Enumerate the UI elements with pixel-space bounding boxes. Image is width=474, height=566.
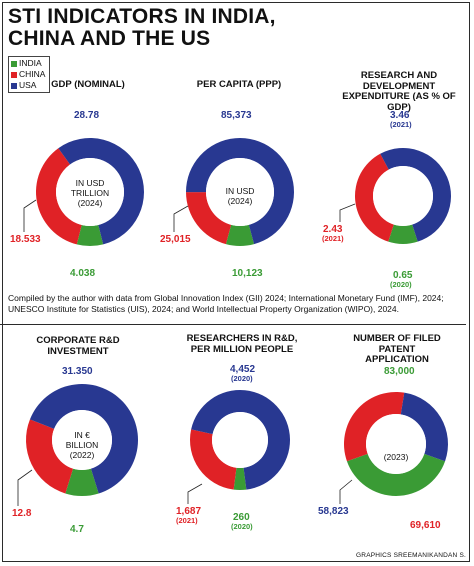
value-label-gdp-india: 4.038 <box>70 268 96 279</box>
value-label-pc-china: 25,015 <box>160 234 191 245</box>
page-title: STI INDICATORS IN INDIA, CHINA AND THE U… <box>8 6 276 50</box>
graphics-credit: GRAPHICS SREEMANIKANDAN S. <box>356 552 466 559</box>
center-text-patents: (2023) <box>366 452 426 462</box>
donut-slice-patents-india <box>346 453 446 497</box>
value-label-corp-china: 12.8 <box>12 508 32 519</box>
donut-slice-corporate-rd-usa <box>29 383 139 494</box>
donut-slice-rd-expenditure-india <box>388 224 418 244</box>
center-gdp-line-2: TRILLION <box>70 188 110 198</box>
legend-swatch-india <box>11 60 17 67</box>
donut-hole-gdp <box>56 158 124 226</box>
value-label-res-india: 260 <box>233 512 250 523</box>
donut-slice-gdp-china <box>36 148 82 245</box>
chart-title-patents-text: NUMBER OF FILED PATENT APPLICATION <box>353 333 441 365</box>
chart-title-per-capita: PER CAPITA (PPP) <box>196 79 282 91</box>
legend-label-china: CHINA <box>19 69 46 79</box>
center-text-per-capita: IN USD (2024) <box>210 186 270 206</box>
value-label-corp-usa: 31.350 <box>62 366 93 377</box>
value-label-pc-india: 10,123 <box>232 268 263 279</box>
value-label-pat-china: 69,610 <box>410 520 441 531</box>
chart-title-corporate-rd: CORPORATE R&D INVESTMENT <box>35 335 121 357</box>
donut-slice-per-capita-china <box>186 192 232 245</box>
donut-slice-rd-expenditure-china <box>355 153 394 242</box>
legend-label-usa: USA <box>19 80 37 90</box>
value-label-res-china-year: (2021) <box>176 516 198 525</box>
value-label-res-usa: 4,452 <box>230 364 256 375</box>
donut-slice-researchers-china <box>190 429 237 490</box>
center-pat-line-1: (2023) <box>383 452 409 462</box>
center-text-corporate: IN € BILLION (2022) <box>52 430 112 460</box>
leader-line-patents <box>339 479 353 504</box>
center-pc-line-2: (2024) <box>227 196 253 206</box>
donut-slice-per-capita-india <box>225 224 255 246</box>
donut-hole-per-capita <box>206 158 274 226</box>
center-corp-line-3: (2022) <box>69 450 95 460</box>
donut-hole-patents <box>366 414 426 474</box>
value-label-rd-india-year: (2020) <box>390 280 412 289</box>
donut-slice-corporate-rd-india <box>65 468 99 496</box>
source-note: Compiled by the author with data from Gl… <box>8 293 444 314</box>
center-corp-line-1: IN € <box>74 430 90 440</box>
chart-title-patents: NUMBER OF FILED PATENT APPLICATION <box>352 333 442 366</box>
center-gdp-line-1: IN USD <box>75 178 105 188</box>
donut-slice-researchers-india <box>233 467 247 490</box>
leader-line-researchers <box>187 483 203 504</box>
value-label-pat-usa: 58,823 <box>318 506 349 517</box>
donut-slice-corporate-rd-china <box>26 419 74 494</box>
donut-slice-gdp-usa <box>58 138 144 245</box>
donut-hole-corporate-rd <box>52 410 112 470</box>
value-label-res-china: 1,687 <box>176 506 202 517</box>
value-label-pc-usa: 85,373 <box>221 110 252 121</box>
chart-title-corporate-rd-text: CORPORATE R&D INVESTMENT <box>36 335 120 357</box>
donut-hole-rd-expenditure <box>373 166 433 226</box>
value-label-rd-usa: 3.46 <box>390 110 410 121</box>
value-label-res-usa-year: (2020) <box>231 374 253 383</box>
value-label-corp-india: 4.7 <box>70 524 84 535</box>
donut-slice-researchers-usa <box>191 389 290 490</box>
donut-slice-rd-expenditure-usa <box>380 147 451 242</box>
leader-line-gdp <box>23 199 37 232</box>
value-label-gdp-china: 18.533 <box>10 234 41 245</box>
chart-title-rd-expenditure-text: RESEARCH AND DEVELOPMENT EXPENDITURE (AS… <box>342 70 456 113</box>
donut-slice-gdp-india <box>76 224 104 246</box>
value-label-res-india-year: (2020) <box>231 522 253 531</box>
legend-label-india: INDIA <box>19 58 42 68</box>
legend-item-india: INDIA <box>11 58 45 69</box>
center-corp-line-2: BILLION <box>65 440 99 450</box>
chart-title-gdp-text: GDP (NOMINAL) <box>51 79 125 90</box>
leader-line-rd-expenditure <box>339 203 356 222</box>
value-label-rd-usa-year: (2021) <box>390 120 412 129</box>
legend-item-usa: USA <box>11 80 45 91</box>
leader-line-corporate-rd <box>17 469 33 506</box>
center-pc-line-1: IN USD <box>225 186 255 196</box>
legend-swatch-usa <box>11 82 17 89</box>
section-divider <box>0 324 466 325</box>
donut-hole-researchers <box>212 412 268 468</box>
donut-slice-patents-usa <box>400 392 449 462</box>
title-line-1: STI INDICATORS IN INDIA, <box>8 5 276 28</box>
infographic-frame <box>2 2 470 562</box>
donut-slice-patents-china <box>343 392 405 462</box>
chart-title-per-capita-text: PER CAPITA (PPP) <box>196 79 282 90</box>
legend-item-china: CHINA <box>11 69 45 80</box>
value-label-rd-india: 0.65 <box>393 270 413 281</box>
value-label-rd-china: 2.43 <box>323 224 343 235</box>
chart-title-researchers: RESEARCHERS IN R&D, PER MILLION PEOPLE <box>184 333 300 355</box>
chart-title-rd-expenditure: RESEARCH AND DEVELOPMENT EXPENDITURE (AS… <box>335 70 463 113</box>
title-line-2: CHINA AND THE US <box>8 27 211 50</box>
chart-title-researchers-text: RESEARCHERS IN R&D, PER MILLION PEOPLE <box>186 333 298 355</box>
center-gdp-line-3: (2024) <box>77 198 103 208</box>
center-text-gdp: IN USD TRILLION (2024) <box>60 178 120 208</box>
donut-slice-per-capita-usa <box>186 138 294 245</box>
value-label-pat-india: 83,000 <box>384 366 415 377</box>
legend-swatch-china <box>11 71 17 78</box>
value-label-gdp-usa: 28.78 <box>74 110 100 121</box>
value-label-rd-china-year: (2021) <box>322 234 344 243</box>
legend: INDIA CHINA USA <box>8 56 51 93</box>
chart-title-gdp: GDP (NOMINAL) <box>40 79 136 91</box>
leader-line-per-capita <box>173 205 189 232</box>
